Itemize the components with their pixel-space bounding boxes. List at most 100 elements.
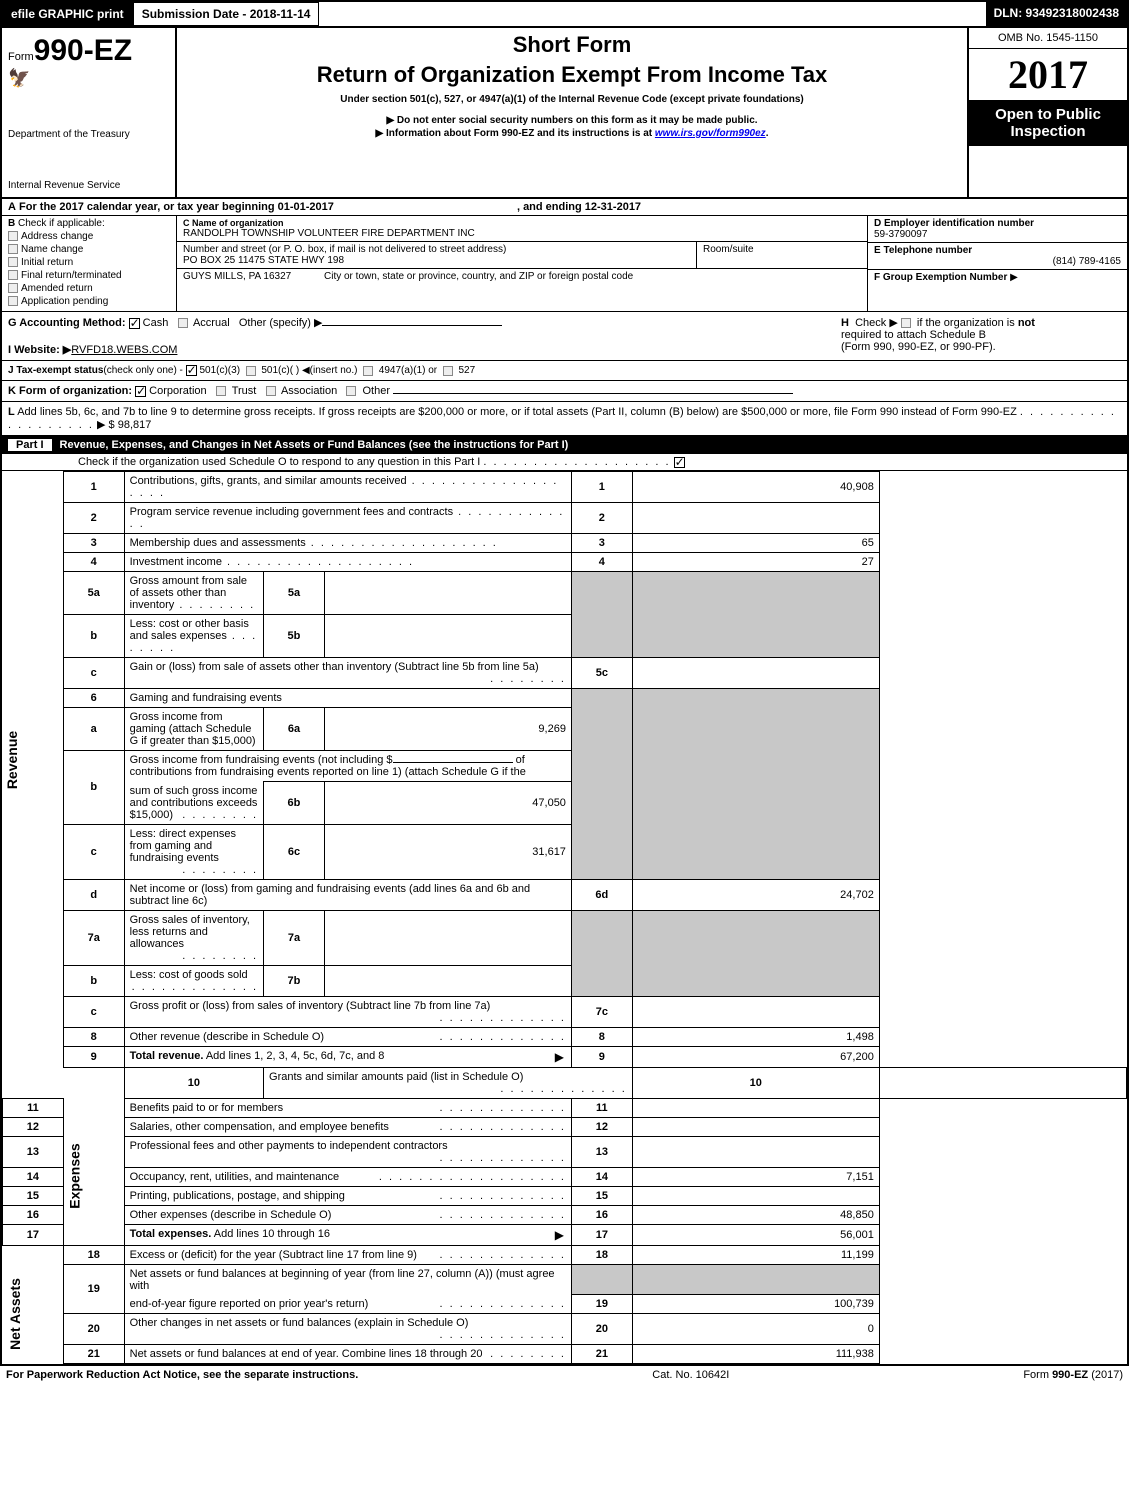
cb-final-return[interactable]	[8, 270, 18, 280]
cb-initial-return[interactable]	[8, 257, 18, 267]
cb-corporation[interactable]	[135, 386, 146, 397]
desc-7c-text: Gross profit or (loss) from sales of inv…	[130, 1000, 491, 1012]
ln-5c: c	[63, 658, 124, 689]
num-9: 9	[571, 1046, 632, 1067]
footer-right-pre: Form	[1023, 1369, 1052, 1381]
desc-15: Printing, publications, postage, and shi…	[124, 1186, 571, 1205]
num-7c: 7c	[571, 996, 632, 1027]
irs-link[interactable]: www.irs.gov/form990ez	[655, 128, 766, 139]
line-5c: c Gain or (loss) from sale of assets oth…	[3, 658, 1127, 689]
cb-501c[interactable]	[246, 366, 256, 376]
k4: Other	[362, 385, 390, 397]
cb-amended-return[interactable]	[8, 283, 18, 293]
open-pub-2: Inspection	[975, 123, 1121, 140]
grey-19-amt	[632, 1264, 879, 1295]
grey-7-amt	[632, 910, 879, 996]
desc-13-text: Professional fees and other payments to …	[130, 1140, 448, 1152]
ln-4: 4	[63, 553, 124, 572]
city-label: City or town, state or province, country…	[324, 271, 633, 282]
ein-box: D Employer identification number 59-3790…	[868, 216, 1127, 243]
desc-3: Membership dues and assessments	[124, 534, 571, 553]
main-title: Return of Organization Exempt From Incom…	[185, 62, 959, 88]
desc-6a: Gross income from gaming (attach Schedul…	[124, 708, 263, 751]
desc-16: Other expenses (describe in Schedule O)	[124, 1205, 571, 1224]
desc-19-2-text: end-of-year figure reported on prior yea…	[130, 1298, 369, 1310]
cb-association[interactable]	[266, 386, 276, 396]
street-value: PO BOX 25 11475 STATE HWY 198	[183, 255, 690, 266]
amt-6d: 24,702	[632, 879, 879, 910]
a-text1: For the 2017 calendar year, or tax year …	[19, 201, 334, 213]
desc-12: Salaries, other compensation, and employ…	[124, 1117, 571, 1136]
dots-11	[440, 1102, 566, 1114]
irs: Internal Revenue Service	[8, 180, 169, 191]
subamt-6c: 31,617	[324, 824, 571, 879]
subln-7a: 7a	[264, 910, 325, 965]
line-15: 15 Printing, publications, postage, and …	[3, 1186, 1127, 1205]
amt-17: 56,001	[632, 1224, 879, 1245]
cb-cash[interactable]	[129, 318, 140, 329]
dots-7a	[182, 950, 258, 962]
amt-19: 100,739	[632, 1295, 879, 1314]
line-19-1: 19 Net assets or fund balances at beginn…	[3, 1264, 1127, 1295]
f-label: F Group Exemption Number	[874, 272, 1007, 283]
dots-6c	[182, 864, 258, 876]
room-box: Room/suite	[697, 242, 867, 268]
line-6c: c Less: direct expenses from gaming and …	[3, 824, 1127, 879]
grey-19	[571, 1264, 632, 1295]
line-4: 4 Investment income 4 27	[3, 553, 1127, 572]
efile-print-button[interactable]: efile GRAPHIC print	[2, 2, 133, 26]
desc-10-text: Grants and similar amounts paid (list in…	[269, 1071, 523, 1083]
desc-14: Occupancy, rent, utilities, and maintena…	[124, 1167, 571, 1186]
desc-18: Excess or (deficit) for the year (Subtra…	[124, 1245, 571, 1264]
h-check: Check ▶	[855, 317, 898, 329]
org-name-box: C Name of organization RANDOLPH TOWNSHIP…	[177, 216, 867, 242]
expenses-label-text: Expenses	[67, 1143, 83, 1208]
cash-label: Cash	[143, 317, 169, 329]
lines-table: Revenue 1 Contributions, gifts, grants, …	[2, 471, 1127, 1364]
cb-527[interactable]	[443, 366, 453, 376]
part1-sub-dots	[483, 456, 670, 468]
ln-5b: b	[63, 615, 124, 658]
amt-10	[879, 1067, 1126, 1098]
short-form-title: Short Form	[185, 32, 959, 58]
desc-16-text: Other expenses (describe in Schedule O)	[130, 1209, 332, 1221]
num-2: 2	[571, 503, 632, 534]
cb-name-change[interactable]	[8, 244, 18, 254]
grey-5-amt	[632, 572, 879, 658]
cb-501c3[interactable]	[186, 365, 197, 376]
desc-15-text: Printing, publications, postage, and shi…	[130, 1190, 345, 1202]
desc-5a: Gross amount from sale of assets other t…	[124, 572, 263, 615]
desc-18-text: Excess or (deficit) for the year (Subtra…	[130, 1249, 417, 1261]
ln-6a: a	[63, 708, 124, 751]
cb-application-pending[interactable]	[8, 296, 18, 306]
cb-4947[interactable]	[363, 366, 373, 376]
num-14: 14	[571, 1167, 632, 1186]
dots-13	[440, 1152, 566, 1164]
cb-accrual[interactable]	[178, 318, 188, 328]
info-prefix: ▶ Information about Form 990-EZ and its …	[376, 128, 655, 139]
phone-value: (814) 789-4165	[874, 256, 1121, 267]
website-value[interactable]: RVFD18.WEBS.COM	[71, 344, 177, 356]
section-gh: G Accounting Method: Cash Accrual Other …	[2, 312, 1127, 361]
line-6a: a Gross income from gaming (attach Sched…	[3, 708, 1127, 751]
cb-address-change[interactable]	[8, 231, 18, 241]
cb-schedule-o[interactable]	[674, 457, 685, 468]
ln-7a: 7a	[63, 910, 124, 965]
subamt-6b: 47,050	[324, 782, 571, 825]
cb-schedule-b[interactable]	[901, 318, 911, 328]
amt-15	[632, 1186, 879, 1205]
top-bar-left: efile GRAPHIC print Submission Date - 20…	[2, 2, 319, 26]
cb-trust[interactable]	[216, 386, 226, 396]
e-label: E Telephone number	[874, 245, 972, 256]
line-5a: 5a Gross amount from sale of assets othe…	[3, 572, 1127, 615]
l17-bold: Total expenses.	[130, 1228, 212, 1240]
dots-15	[440, 1190, 566, 1202]
dots-18	[440, 1249, 566, 1261]
cb-other-org[interactable]	[346, 386, 356, 396]
h-not: not	[1018, 317, 1035, 329]
num-12: 12	[571, 1117, 632, 1136]
part1-sub-text: Check if the organization used Schedule …	[78, 456, 480, 468]
line-3: 3 Membership dues and assessments 3 65	[3, 534, 1127, 553]
expenses-side-label: Expenses	[63, 1067, 124, 1245]
ln-18: 18	[63, 1245, 124, 1264]
